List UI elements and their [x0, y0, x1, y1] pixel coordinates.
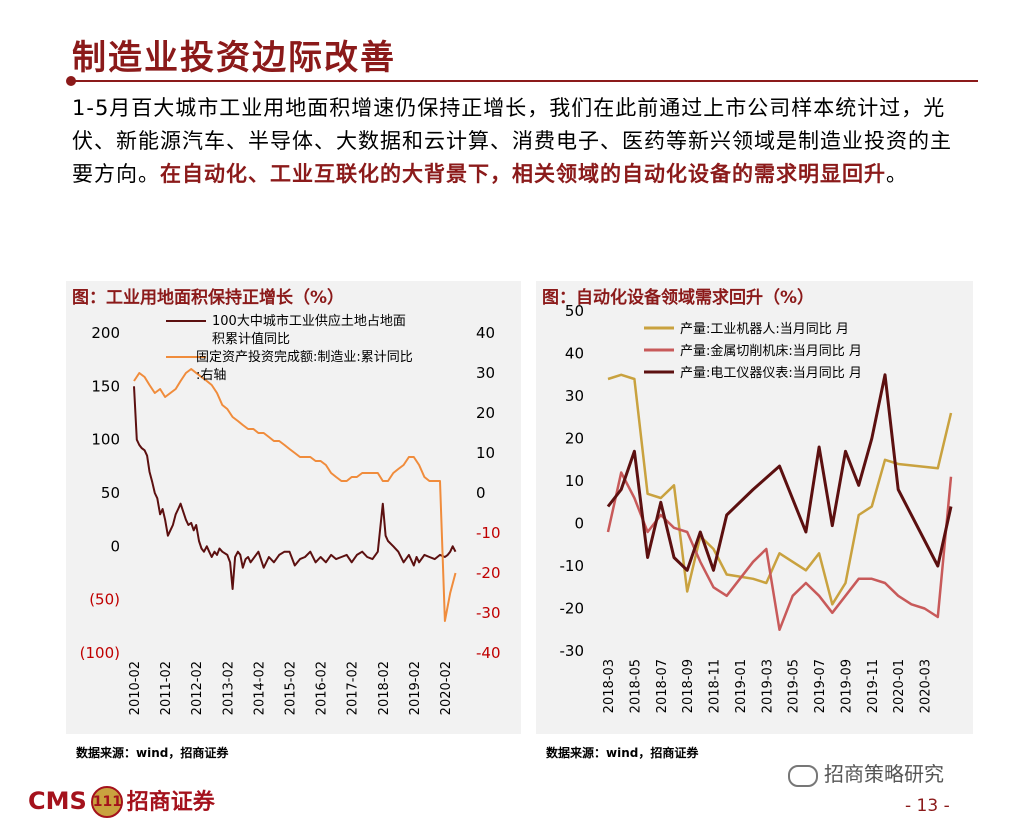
chart-panel-right: 图：自动化设备领域需求回升（%） 50 40 30 20 10 0 -10 -20 -30 201…: [536, 281, 973, 734]
logo-mark-icon: 111: [90, 786, 123, 818]
series-line-0: [607, 373, 953, 606]
wechat-icon: [788, 764, 818, 787]
y-right-tick-label: 30: [476, 364, 495, 382]
y-right-tick-label: -40: [476, 644, 501, 662]
chart-title-left: 图：工业用地面积保持正增长（%）: [72, 288, 345, 308]
y-tick-label: 50: [565, 302, 584, 320]
x-tick-label: 2019-02: [408, 661, 423, 715]
legend-label-1: :右轴: [196, 368, 226, 383]
legend-label-0: 积累计值同比: [212, 331, 290, 347]
x-tick-label: 2019-05: [787, 659, 802, 713]
logo-cn: 招商证券: [126, 789, 215, 815]
x-tick-label: 2015-02: [283, 661, 298, 715]
y-left-tick-label: 200: [91, 324, 120, 342]
y-left-tick-label: (100): [80, 644, 120, 662]
series-line-0: [133, 386, 457, 590]
source-left: 数据来源：wind，招商证券: [76, 746, 229, 760]
y-tick-label: 40: [565, 345, 584, 363]
series-line-1: [606, 471, 953, 632]
y-tick-label: 10: [565, 472, 584, 490]
x-tick-label: 2014-02: [252, 661, 267, 715]
source-right: 数据来源：wind，招商证券: [546, 746, 699, 760]
x-tick-label: 2018-11: [708, 659, 723, 713]
y-right-tick-label: -20: [476, 564, 501, 582]
body-text: 1-5月百大城市工业用地面积增速仍保持正增长，我们在此前通过上市公司样本统计过，…: [72, 92, 972, 191]
x-tick-label: 2018-05: [628, 659, 643, 713]
x-tick-label: 2019-01: [734, 659, 749, 713]
y-tick-label: 0: [574, 515, 584, 533]
body-normal-text: 1-5月百大城市工业用地面积增速仍保持正增长，我们在此前通过上市公司样本统计过，…: [72, 96, 952, 186]
y-tick-label: -10: [560, 557, 585, 575]
x-tick-label: 2020-02: [439, 661, 454, 715]
x-tick-label: 2017-02: [346, 661, 361, 715]
logo-cms: CMS: [28, 787, 87, 815]
y-tick-label: 30: [565, 387, 584, 405]
legend-label-2: 产量:电工仪器仪表:当月同比 月: [680, 366, 862, 381]
x-tick-label: 2019-09: [839, 659, 854, 713]
wechat-text: 招商策略研究: [824, 762, 944, 786]
x-tick-label: 2013-02: [221, 661, 236, 715]
y-right-tick-label: 20: [476, 404, 495, 422]
series-line-1: [133, 368, 457, 622]
x-tick-label: 2019-07: [813, 659, 828, 713]
x-tick-label: 2010-02: [128, 661, 143, 715]
y-tick-label: -30: [560, 642, 585, 660]
x-tick-label: 2019-03: [760, 659, 775, 713]
series-line-2: [606, 373, 953, 572]
x-tick-label: 2012-02: [190, 661, 205, 715]
x-tick-label: 2020-03: [919, 659, 934, 713]
footer-logo: CMS 111 招商证券: [28, 784, 215, 818]
x-tick-label: 2016-02: [315, 661, 330, 715]
y-left-tick-label: 50: [101, 484, 120, 502]
chart-left: 200150100500(50)(100)403020100-10-20-30-…: [80, 313, 501, 715]
chart-right: 50 40 30 20 10 0 -10 -20 -30 2018-03 2018-05 2018-0…: [560, 302, 953, 713]
y-right-tick-label: -30: [476, 604, 501, 622]
title-dot: [66, 76, 76, 86]
x-tick-label: 2018-07: [655, 659, 670, 713]
y-right-tick-label: 0: [476, 484, 486, 502]
y-left-tick-label: (50): [89, 591, 120, 609]
legend-label-0: 100大中城市工业供应土地占地面: [212, 313, 406, 329]
page-number: - 13 -: [905, 796, 950, 816]
legend-label-1: 固定资产投资完成额:制造业:累计同比: [196, 349, 413, 365]
y-right-tick-label: 40: [476, 324, 495, 342]
y-left-tick-label: 150: [91, 377, 120, 395]
y-right-tick-label: 10: [476, 444, 495, 462]
y-left-tick-label: 0: [110, 537, 120, 555]
slide-title: 制造业投资边际改善: [72, 38, 396, 78]
legend-label-0: 产量:工业机器人:当月同比 月: [680, 322, 849, 337]
wechat-label: 招商策略研究: [788, 758, 944, 787]
title-rule: [72, 80, 978, 82]
chart-panel-left: 图：工业用地面积保持正增长（%） 200 150 100 50 0 (50) (100) 40…: [66, 281, 521, 734]
x-tick-label: 2018-03: [602, 659, 617, 713]
x-tick-label: 2020-01: [892, 659, 907, 713]
x-tick-label: 2019-11: [866, 659, 881, 713]
x-tick-label: 2018-09: [681, 659, 696, 713]
body-tail-text: 。: [886, 162, 908, 186]
x-tick-label: 2011-02: [159, 661, 174, 715]
legend-label-1: 产量:金属切削机床:当月同比 月: [680, 343, 862, 359]
x-tick-label: 2018-02: [377, 661, 392, 715]
y-left-tick-label: 100: [91, 431, 120, 449]
body-highlight-text: 在自动化、工业互联化的大背景下，相关领域的自动化设备的需求明显回升: [160, 162, 886, 186]
y-right-tick-label: -10: [476, 524, 501, 542]
y-tick-label: -20: [560, 600, 585, 618]
y-tick-label: 20: [565, 430, 584, 448]
chart-title-right: 图：自动化设备领域需求回升（%）: [542, 288, 815, 308]
